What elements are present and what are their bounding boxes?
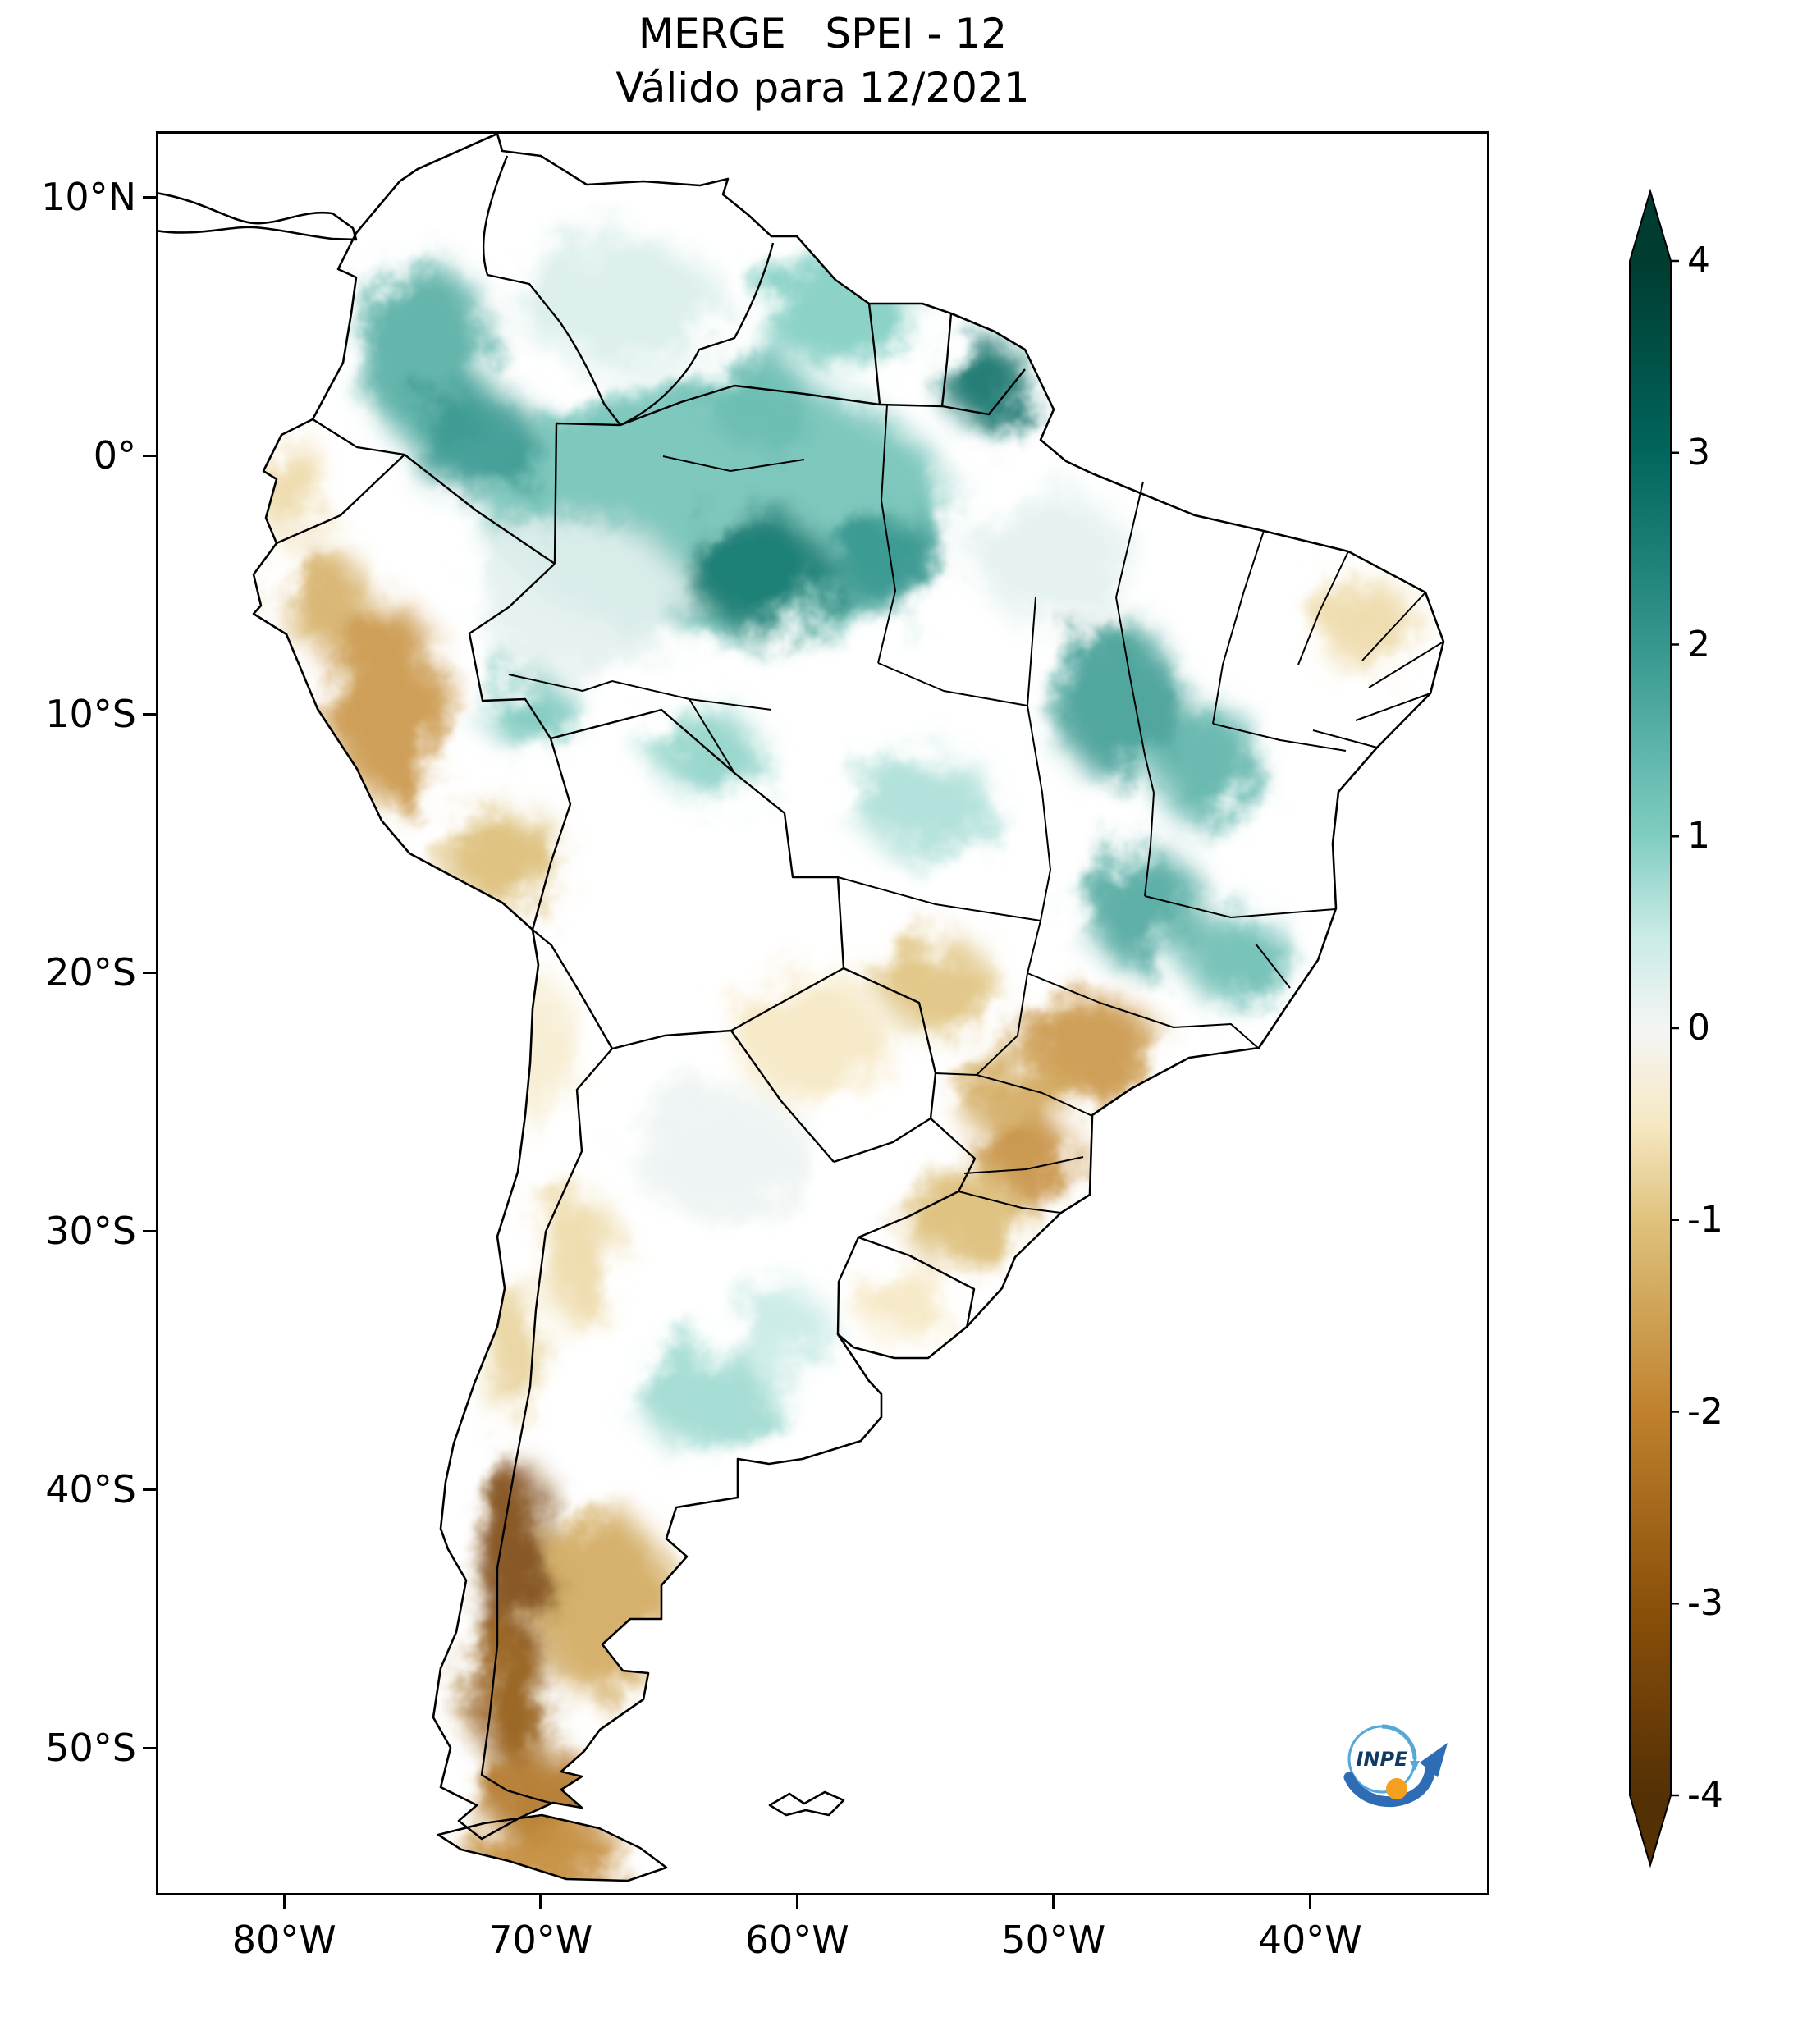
xtick-label-2: 60°W	[744, 1918, 849, 1962]
ytick-mark-4	[143, 1229, 156, 1232]
colorbar-tick-label-0: 4	[1687, 240, 1710, 281]
ytick-mark-2	[143, 712, 156, 716]
xtick-label-0: 80°W	[231, 1918, 336, 1962]
spei-region-pampas-teal-2	[738, 1287, 830, 1371]
colorbar-tick-label-2: 2	[1687, 623, 1710, 665]
spei-region-northeast-tip-tan	[1315, 582, 1418, 665]
xtick-mark-3	[1052, 1895, 1055, 1909]
xtick-label-1: 70°W	[488, 1918, 593, 1962]
colorbar-tick-label-3: 1	[1687, 815, 1710, 857]
spei-region-chile-north-tan	[515, 972, 567, 1128]
spei-region-paraguay-tan	[733, 975, 887, 1100]
colorbar-tick-label-8: -4	[1687, 1774, 1723, 1816]
spei-region-peru-north-brown	[281, 546, 364, 650]
ytick-label-4: 30°S	[45, 1209, 136, 1254]
colorbar-tick-label-6: -2	[1687, 1390, 1723, 1433]
ytick-mark-5	[143, 1488, 156, 1491]
xtick-label-4: 40°W	[1257, 1918, 1362, 1962]
spei-region-rio-grande-tan	[902, 1171, 1026, 1265]
spei-region-llanos-neutral	[515, 235, 721, 366]
spei-field	[253, 235, 1418, 1881]
ytick-label-5: 40°S	[45, 1467, 136, 1512]
spei-region-patagonia-south-brown	[474, 1753, 608, 1836]
ytick-mark-1	[143, 454, 156, 457]
colorbar-tick-label-4: 0	[1687, 1007, 1710, 1049]
ytick-mark-6	[143, 1746, 156, 1749]
xtick-mark-4	[1308, 1895, 1311, 1909]
spei-region-bahia-west-teal	[1155, 703, 1259, 828]
ytick-label-6: 50°S	[45, 1726, 136, 1771]
logo-arrowhead-small	[1410, 1761, 1420, 1771]
logo-text: INPE	[1357, 1748, 1409, 1771]
chart-subtitle: Válido para 12/2021	[615, 64, 1030, 112]
spei-region-ecuador-coast-tan	[253, 440, 326, 533]
spei-region-roraima-teal	[707, 352, 810, 446]
spei-region-uruguay-tan	[858, 1267, 951, 1340]
logo-big-arrow	[1343, 1760, 1437, 1808]
inpe-logo: INPE	[1343, 1724, 1448, 1808]
xtick-mark-1	[539, 1895, 542, 1909]
colorbar	[1629, 188, 1679, 1868]
logo-swirl-arc	[1381, 1724, 1417, 1760]
spei-region-cuyo-tan	[542, 1189, 615, 1324]
spei-region-tocantins-teal	[1055, 624, 1179, 780]
spei-region-amazon-east-teal	[830, 512, 944, 606]
xtick-label-3: 50°W	[1001, 1918, 1106, 1962]
spei-region-rondonia-teal	[656, 711, 759, 794]
spei-region-peru-coast-brown	[330, 602, 444, 800]
spei-region-mato-grosso-sul-tan	[881, 939, 995, 1032]
xtick-mark-2	[795, 1895, 798, 1909]
south-america-map	[156, 132, 1445, 1882]
colorbar-tick-label-1: 3	[1687, 431, 1710, 473]
colorbar-tick-label-5: -1	[1687, 1198, 1723, 1241]
colorbar-gradient	[1629, 188, 1672, 1868]
spei-region-amazon-central-strong	[686, 514, 830, 629]
ytick-label-3: 20°S	[45, 950, 136, 995]
spei-region-patagonia-andes-dark-2	[469, 1629, 551, 1764]
state-borders	[508, 404, 1444, 1214]
ytick-label-0: 10°N	[41, 175, 136, 220]
spei-region-patagonia-andes-dark	[478, 1461, 551, 1648]
coastline	[156, 132, 1445, 1882]
ytick-mark-3	[143, 971, 156, 974]
ytick-label-2: 10°S	[45, 692, 136, 737]
spei-region-sao-paulo-brown	[1025, 998, 1159, 1092]
spei-region-minas-espirito-teal	[1187, 912, 1290, 1007]
ytick-label-1: 0°	[93, 433, 136, 478]
spei-region-santa-catarina-brown	[981, 1125, 1085, 1198]
logo-big-arrowhead	[1420, 1743, 1448, 1777]
spei-region-parana-brown	[958, 1055, 1072, 1138]
spei-region-acre-teal	[481, 675, 574, 743]
spei-region-peru-south-tan	[440, 809, 564, 903]
spei-region-colombia-south-teal	[412, 391, 541, 495]
spei-region-pampas-teal	[640, 1347, 775, 1452]
country-borders	[276, 155, 1026, 1805]
colorbar-tick-label-7: -3	[1687, 1582, 1723, 1625]
spei-region-guyana-teal	[758, 262, 913, 366]
chart-title: MERGE SPEI - 12	[638, 10, 1008, 57]
spei-region-mato-grosso-teal	[858, 752, 992, 857]
spei-region-patagonia-east-brown	[538, 1512, 672, 1699]
logo-orange-dot	[1386, 1778, 1407, 1799]
spei-region-goias-minas-teal	[1084, 848, 1202, 967]
ytick-mark-0	[143, 195, 156, 199]
spei-region-para-east-neutral	[977, 494, 1131, 624]
spei-region-amapa-strong-teal	[945, 344, 1033, 428]
xtick-mark-0	[282, 1895, 286, 1909]
spei-region-chaco-neutral	[630, 1089, 810, 1219]
spei-region-western-amazon-neutral	[476, 520, 682, 676]
